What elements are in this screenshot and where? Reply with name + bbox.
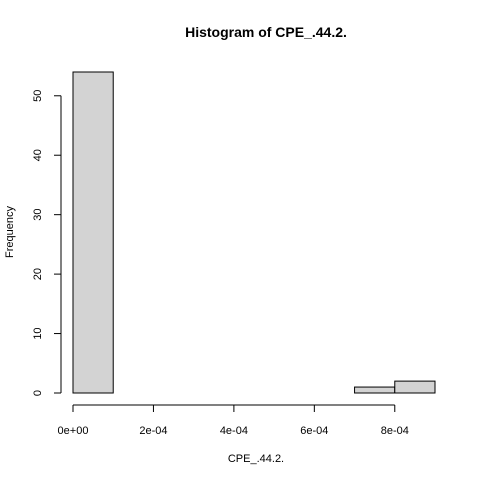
y-tick-label: 20	[32, 268, 44, 280]
histogram-bar	[394, 380, 436, 394]
y-tick-label: 50	[32, 90, 44, 102]
y-tick-label: 40	[32, 149, 44, 161]
x-tick-label: 6e-04	[300, 425, 328, 437]
x-axis: 0e+00 2e-04 4e-04 6e-04 8e-04	[58, 404, 409, 437]
y-tick-label: 30	[32, 209, 44, 221]
histogram-bar	[72, 71, 114, 394]
x-tick-label: 4e-04	[220, 425, 248, 437]
x-axis-label: CPE_.44.2.	[228, 453, 284, 465]
chart-title: Histogram of CPE_.44.2.	[185, 24, 347, 40]
histogram-bar	[354, 386, 396, 394]
y-axis-label: Frequency	[4, 206, 16, 258]
y-tick-label: 10	[32, 327, 44, 339]
y-axis: 0 10 20 30 40 50	[32, 90, 62, 396]
x-tick-label: 8e-04	[381, 425, 409, 437]
x-tick-label: 2e-04	[139, 425, 167, 437]
y-tick-label: 0	[32, 390, 44, 396]
x-tick-label: 0e+00	[58, 425, 89, 437]
bars-group	[72, 71, 436, 394]
